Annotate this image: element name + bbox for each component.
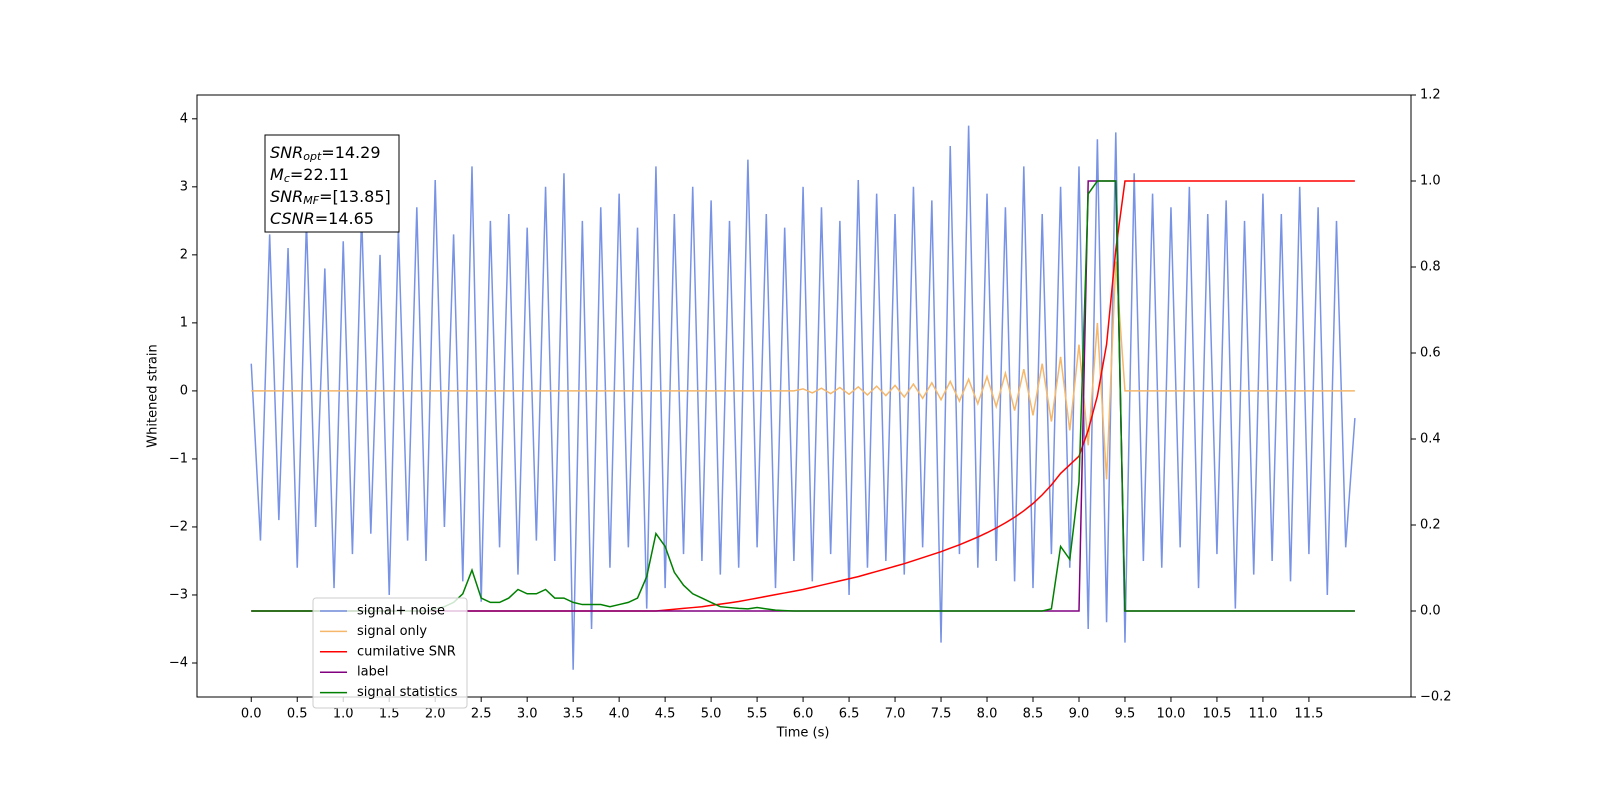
annotation-symbol: SNR (270, 187, 303, 206)
legend-box (312, 597, 468, 709)
x-tick-label: 11.0 (1248, 707, 1277, 722)
annotation-line: CSNR=14.65 (270, 209, 374, 228)
annotation: SNRopt=14.29Mc=22.11SNRMF=[13.85]CSNR=14… (264, 134, 400, 233)
x-tick-label: 8.0 (977, 707, 998, 722)
annotation-value: =14.29 (321, 143, 380, 162)
annotation-value: =22.11 (290, 165, 349, 184)
annotation-box (264, 134, 400, 233)
x-tick-label: 5.0 (701, 707, 722, 722)
y-tick-label: 4 (180, 111, 188, 126)
x-tick-label: 3.5 (563, 707, 584, 722)
x-tick-label: 0.0 (241, 707, 262, 722)
x-tick-label: 4.5 (655, 707, 676, 722)
legend-label: signal only (357, 624, 427, 639)
x-tick-label: 3.0 (517, 707, 538, 722)
y-tick-label: −1 (169, 451, 188, 466)
annotation-line: SNRopt=14.29 (270, 143, 381, 164)
x-tick-label: 5.5 (747, 707, 768, 722)
y2-tick-label: 0.2 (1420, 518, 1441, 533)
y-axis-label: Whitened strain (146, 344, 161, 447)
annotation-symbol: SNR (270, 143, 303, 162)
y-tick-label: 1 (180, 315, 188, 330)
y-tick-label: 0 (180, 383, 188, 398)
plot-frame (196, 94, 1412, 698)
annotation-value: =[13.85] (319, 187, 391, 206)
x-tick-label: 2.0 (425, 707, 446, 722)
legend-label: signal+ noise (357, 604, 445, 619)
x-tick-label: 1.0 (333, 707, 354, 722)
annotation-value: =14.65 (315, 209, 374, 228)
x-tick-label: 2.5 (471, 707, 492, 722)
annotation-line: SNRMF=[13.85] (270, 187, 391, 208)
annotation-symbol: M (270, 165, 284, 184)
y2-tick-label: 1.2 (1420, 88, 1441, 103)
y-tick-label: −4 (169, 655, 188, 670)
x-axis-label: Time (s) (776, 726, 830, 741)
y-tick-label: −3 (169, 587, 188, 602)
x-tick-label: 6.0 (793, 707, 814, 722)
legend-label: cumilative SNR (357, 644, 456, 659)
x-tick-label: 1.5 (379, 707, 400, 722)
y-tick-label: 2 (180, 247, 188, 262)
y2-tick-label: 0.0 (1420, 604, 1441, 619)
x-tick-label: 0.5 (287, 707, 308, 722)
legend-label: signal statistics (357, 685, 458, 700)
x-tick-label: 7.0 (885, 707, 906, 722)
annotation-subscript: MF (303, 194, 319, 207)
x-tick-label: 9.0 (1069, 707, 1090, 722)
x-tick-label: 11.5 (1294, 707, 1323, 722)
y2-tick-label: 1.0 (1420, 174, 1441, 189)
x-tick-label: 10.0 (1156, 707, 1185, 722)
legend-label: label (357, 665, 388, 680)
x-tick-label: 6.5 (839, 707, 860, 722)
x-tick-label: 8.5 (1023, 707, 1044, 722)
y-tick-label: −2 (169, 519, 188, 534)
annotation-subscript: c (284, 172, 290, 185)
x-tick-label: 9.5 (1115, 707, 1136, 722)
y-tick-label: 3 (180, 179, 188, 194)
y2-tick-label: 0.4 (1420, 432, 1441, 447)
y2-tick-label: −0.2 (1420, 690, 1452, 705)
x-tick-label: 4.0 (609, 707, 630, 722)
series-line (250, 125, 1356, 670)
y2-tick-label: 0.6 (1420, 346, 1441, 361)
annotation-symbol: CSNR (270, 209, 315, 228)
legend: signal+ noise signal only cumilative SNR la… (312, 597, 468, 709)
annotation-subscript: opt (303, 150, 322, 163)
series-line (251, 261, 1355, 480)
x-tick-label: 7.5 (931, 707, 952, 722)
x-tick-label: 10.5 (1202, 707, 1231, 722)
annotation-line: Mc=22.11 (270, 165, 349, 186)
y2-tick-label: 0.8 (1420, 260, 1441, 275)
